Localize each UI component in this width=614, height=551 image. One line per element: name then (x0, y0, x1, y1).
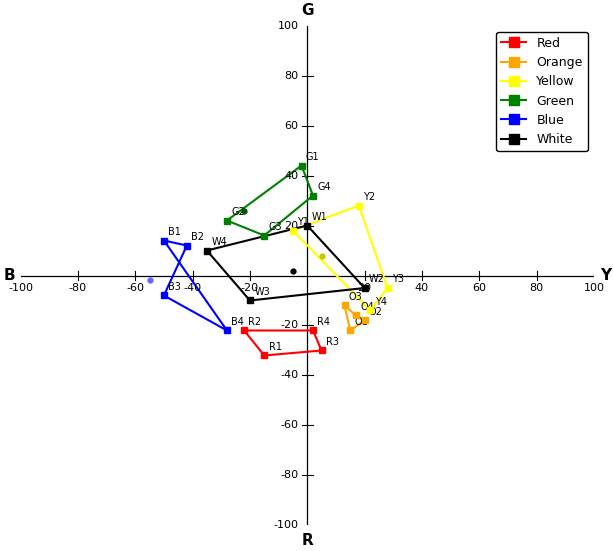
Text: Y2: Y2 (363, 192, 375, 202)
Text: R3: R3 (326, 337, 339, 347)
Text: 20: 20 (357, 283, 371, 293)
Legend: Red, Orange, Yellow, Green, Blue, White: Red, Orange, Yellow, Green, Blue, White (496, 32, 588, 151)
Text: R4: R4 (317, 317, 330, 327)
Text: 40: 40 (415, 283, 429, 293)
Text: R: R (301, 533, 313, 548)
Text: W2: W2 (369, 274, 385, 284)
Text: 20: 20 (284, 220, 298, 230)
Text: O4: O4 (360, 302, 374, 312)
Text: 80: 80 (529, 283, 543, 293)
Text: -40: -40 (184, 283, 201, 293)
Text: 40: 40 (284, 170, 298, 181)
Text: -60: -60 (126, 283, 144, 293)
Text: R1: R1 (268, 342, 282, 352)
Text: 80: 80 (284, 71, 298, 80)
Text: -40: -40 (281, 370, 298, 381)
Text: -100: -100 (8, 283, 33, 293)
Text: Y: Y (600, 268, 611, 283)
Text: Y3: Y3 (392, 274, 404, 284)
Text: G4: G4 (317, 182, 331, 192)
Text: 100: 100 (583, 283, 604, 293)
Text: G: G (301, 3, 314, 18)
Text: B3: B3 (168, 282, 181, 291)
Text: -60: -60 (281, 420, 298, 430)
Text: R2: R2 (249, 317, 262, 327)
Text: -80: -80 (281, 471, 298, 480)
Text: 60: 60 (472, 283, 486, 293)
Text: B1: B1 (168, 227, 181, 237)
Text: -80: -80 (69, 283, 87, 293)
Text: G3: G3 (268, 222, 282, 232)
Text: G2: G2 (231, 207, 245, 217)
Text: W4: W4 (211, 237, 227, 247)
Text: -20: -20 (241, 283, 259, 293)
Text: Y1: Y1 (297, 217, 309, 227)
Text: -20: -20 (281, 321, 298, 331)
Text: B: B (3, 268, 15, 283)
Text: W1: W1 (311, 212, 327, 222)
Text: O2: O2 (369, 307, 383, 317)
Text: W3: W3 (254, 287, 270, 297)
Text: O1: O1 (354, 317, 368, 327)
Text: Y4: Y4 (375, 297, 387, 307)
Text: G1: G1 (306, 152, 319, 162)
Text: 60: 60 (285, 121, 298, 131)
Text: -100: -100 (274, 521, 298, 531)
Text: B4: B4 (231, 317, 244, 327)
Text: 100: 100 (278, 20, 298, 30)
Text: O3: O3 (349, 291, 363, 302)
Text: B2: B2 (191, 232, 204, 242)
